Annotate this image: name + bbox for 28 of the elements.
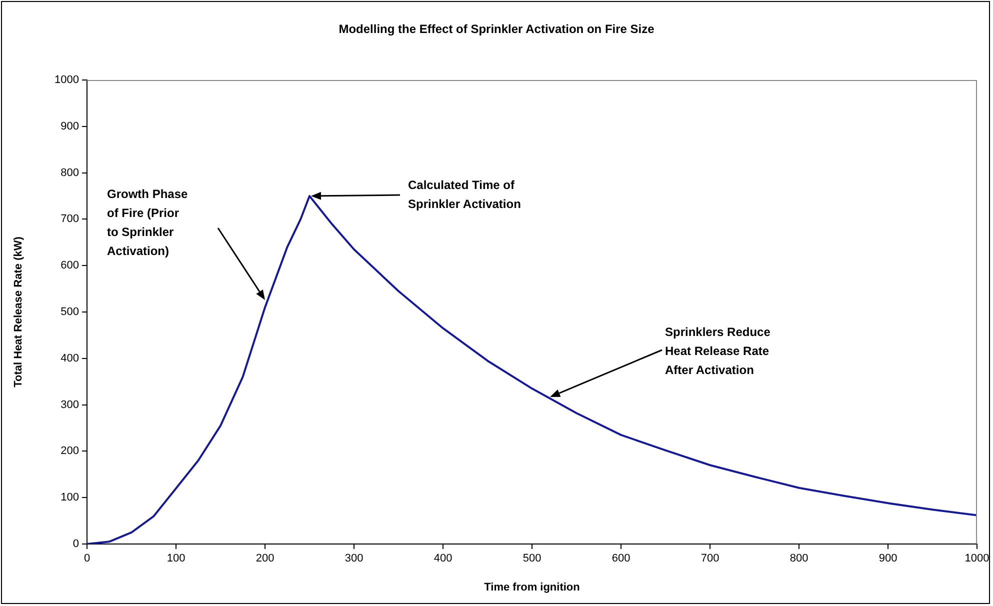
x-tick-label: 0 <box>84 552 90 565</box>
y-tick-label: 1000 <box>54 74 79 86</box>
y-tick-label: 900 <box>60 120 79 132</box>
x-tick-label: 300 <box>344 552 364 565</box>
x-tick-label: 1000 <box>964 552 990 565</box>
x-tick-label: 600 <box>612 552 630 565</box>
y-tick-label: 100 <box>60 492 79 504</box>
annotation: Sprinklers Reduce Heat Release Rate After Activation <box>665 324 770 379</box>
y-tick-label: 800 <box>60 166 79 179</box>
x-tick-label: 400 <box>434 552 452 565</box>
x-tick-label: 500 <box>522 552 542 565</box>
y-axis-title: Total Heat Release Rate (kW) <box>12 236 25 388</box>
y-tick-label: 600 <box>60 260 79 272</box>
x-tick-label: 900 <box>878 552 898 565</box>
y-tick-label: 200 <box>60 445 79 458</box>
y-tick-label: 0 <box>72 538 79 550</box>
x-tick-label: 200 <box>256 552 274 565</box>
x-axis-title: Time from ignition <box>484 581 580 594</box>
annotation: Calculated Time of Sprinkler Activation <box>408 177 521 213</box>
x-tick-label: 700 <box>700 552 720 565</box>
x-tick-label: 800 <box>790 552 808 565</box>
y-tick-label: 500 <box>60 306 79 318</box>
chart-title: Modelling the Effect of Sprinkler Activation on Fire Size <box>338 22 656 36</box>
y-tick-label: 400 <box>60 352 79 364</box>
annotation: Growth Phase of Fire (Prior to Sprinkler Activation) <box>107 186 188 260</box>
y-tick-label: 300 <box>60 398 79 411</box>
y-tick-label: 700 <box>60 213 79 226</box>
x-tick-label: 100 <box>166 552 186 565</box>
